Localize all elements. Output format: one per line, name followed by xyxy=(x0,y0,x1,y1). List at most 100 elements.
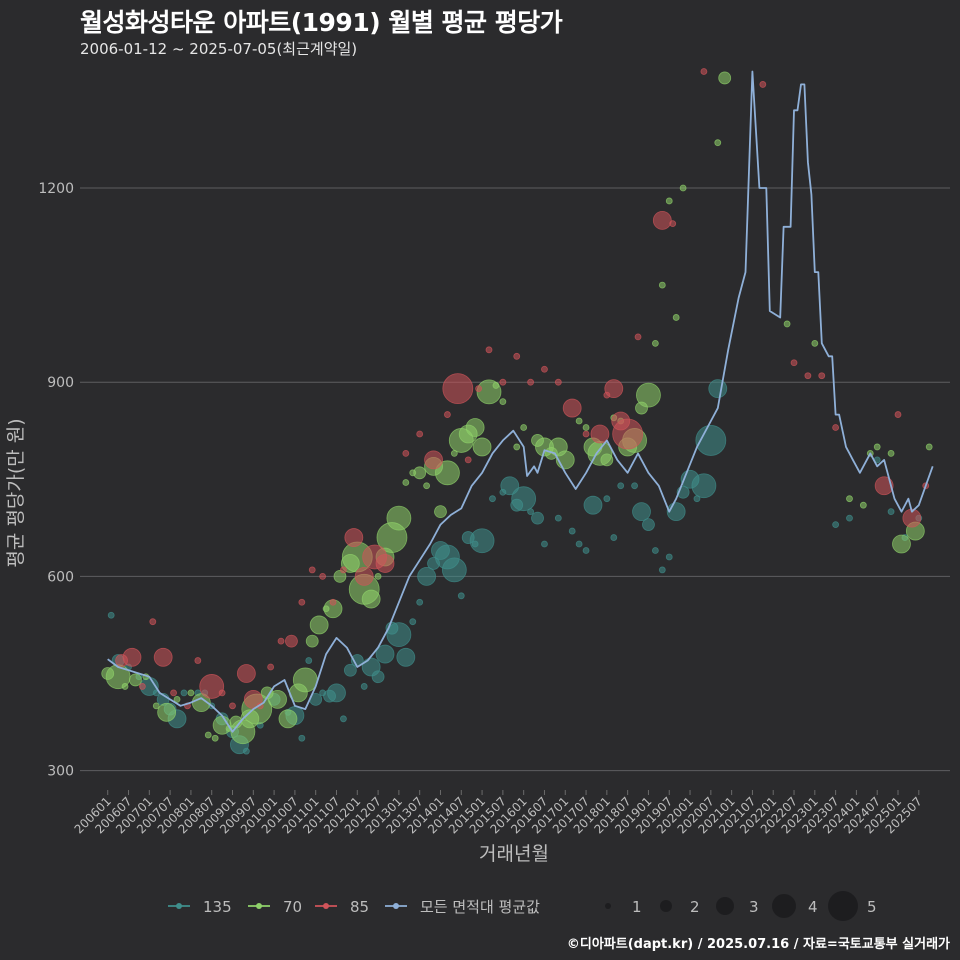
point-s85 xyxy=(402,449,410,457)
scatter-points xyxy=(101,68,933,755)
point-s135 xyxy=(632,502,651,522)
point-s135 xyxy=(642,518,655,531)
legend-size-label: 2 xyxy=(690,898,700,916)
point-s85 xyxy=(513,352,521,360)
point-s135 xyxy=(409,618,417,626)
point-s85 xyxy=(669,220,677,227)
point-s85 xyxy=(464,456,472,464)
point-s85 xyxy=(329,598,337,606)
legend-size-5 xyxy=(828,891,858,921)
legend-label-s85: 85 xyxy=(350,898,369,916)
point-s85 xyxy=(444,411,451,418)
y-axis-ticks: 300 600 900 1200 xyxy=(38,181,74,780)
point-s85 xyxy=(442,373,474,405)
point-s135 xyxy=(695,425,727,456)
point-s135 xyxy=(457,592,465,600)
legend-dot-s85 xyxy=(323,903,329,909)
point-s70 xyxy=(402,479,410,486)
legend-size-4 xyxy=(772,894,796,918)
point-s85 xyxy=(416,430,424,438)
point-s85 xyxy=(894,411,902,418)
point-s135 xyxy=(631,482,638,490)
point-s85 xyxy=(229,702,236,710)
point-s85 xyxy=(475,385,483,393)
point-s70 xyxy=(309,615,329,635)
legend-label-s70: 70 xyxy=(283,898,302,916)
point-s70 xyxy=(268,689,287,709)
point-s135 xyxy=(242,747,250,755)
point-s85 xyxy=(344,528,364,547)
legend-dot-avg xyxy=(393,903,399,909)
legend-label-s135: 135 xyxy=(203,898,232,916)
legend-label-avg: 모든 면적대 평균값 xyxy=(420,898,540,916)
point-s70 xyxy=(121,683,129,690)
point-s85 xyxy=(267,663,275,671)
point-s85 xyxy=(562,398,582,418)
point-s70 xyxy=(651,339,659,347)
point-s70 xyxy=(492,382,500,389)
point-s135 xyxy=(568,527,576,535)
x-axis-ticks: 2006012006072007012007072008012008072009… xyxy=(72,790,925,837)
point-s135 xyxy=(583,495,603,515)
point-s135 xyxy=(708,379,728,399)
point-s70 xyxy=(472,437,492,457)
chart-subtitle: 2006-01-12 ~ 2025-07-05(최근계약일) xyxy=(80,40,358,58)
point-s135 xyxy=(441,557,467,583)
point-s70 xyxy=(173,695,181,703)
point-s70 xyxy=(386,505,412,531)
point-s85 xyxy=(375,554,395,573)
point-s85 xyxy=(485,346,493,354)
point-s70 xyxy=(672,314,680,321)
y-axis-label: 평균 평당가(만 원) xyxy=(5,418,27,567)
point-s85 xyxy=(804,372,812,380)
point-s85 xyxy=(354,566,374,586)
point-s135 xyxy=(375,644,395,664)
point-s70 xyxy=(658,281,666,289)
legend-size-label: 4 xyxy=(808,898,818,916)
point-s85 xyxy=(818,372,826,380)
point-s135 xyxy=(489,495,496,503)
point-s85 xyxy=(424,450,443,470)
point-s85 xyxy=(700,68,708,75)
point-s85 xyxy=(170,689,177,697)
point-s70 xyxy=(152,702,160,710)
point-s70 xyxy=(292,667,318,693)
legend-size-label: 3 xyxy=(749,898,759,916)
point-s70 xyxy=(575,417,583,425)
point-s135 xyxy=(327,683,346,703)
point-s70 xyxy=(859,501,867,509)
point-s70 xyxy=(465,418,485,437)
point-s135 xyxy=(617,482,625,490)
point-s85 xyxy=(527,378,534,386)
point-s70 xyxy=(679,184,687,192)
point-s70 xyxy=(361,589,381,609)
chart-title: 월성화성타운 아파트(1991) 월별 평균 평당가 xyxy=(80,8,563,37)
point-s135 xyxy=(396,647,416,667)
point-s70 xyxy=(374,572,382,580)
point-s135 xyxy=(107,611,115,619)
point-s135 xyxy=(691,473,717,499)
point-s85 xyxy=(285,634,298,648)
point-s70 xyxy=(718,71,732,85)
point-s70 xyxy=(783,320,791,328)
point-s70 xyxy=(600,453,614,467)
point-s85 xyxy=(652,210,672,230)
legend-size-2 xyxy=(660,900,672,912)
point-s85 xyxy=(554,378,562,386)
point-s135 xyxy=(887,508,895,516)
average-line-group xyxy=(107,70,934,733)
point-s70 xyxy=(513,443,521,451)
point-s70 xyxy=(499,398,507,406)
point-s70 xyxy=(873,443,881,451)
point-s135 xyxy=(541,540,548,548)
point-s135 xyxy=(469,528,495,554)
point-s70 xyxy=(413,466,427,480)
point-s70 xyxy=(211,734,219,742)
point-s135 xyxy=(832,521,840,528)
point-s70 xyxy=(892,534,911,554)
point-s135 xyxy=(665,553,673,561)
point-s70 xyxy=(925,443,933,451)
point-s70 xyxy=(434,505,447,519)
legend-dot-s135 xyxy=(176,903,182,909)
x-axis-label: 거래년월 xyxy=(479,843,549,865)
